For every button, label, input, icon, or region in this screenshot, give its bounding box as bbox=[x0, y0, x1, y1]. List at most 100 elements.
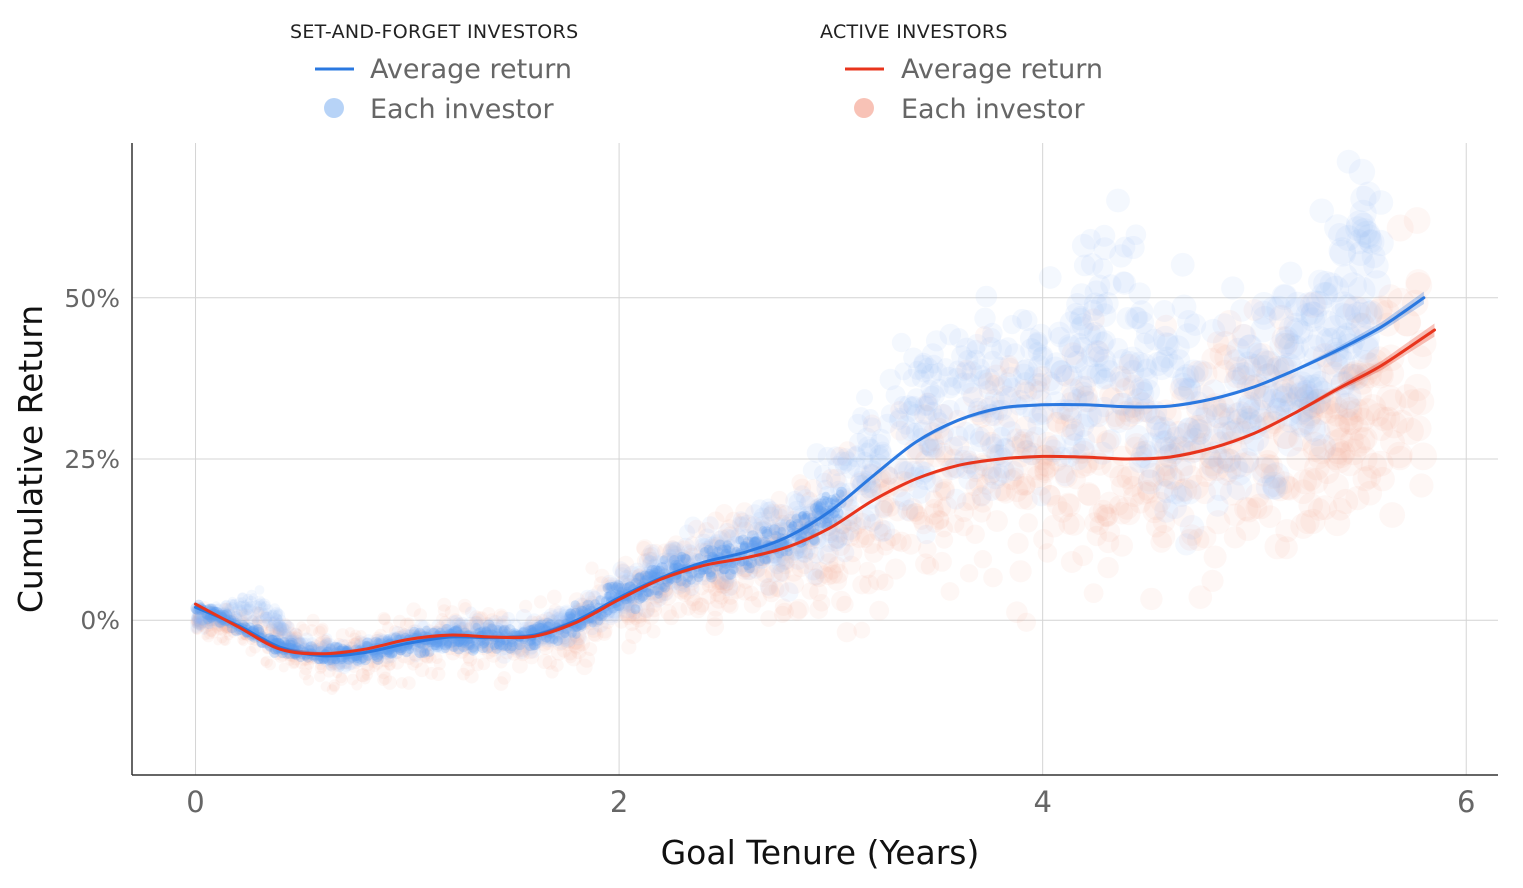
investor-point bbox=[887, 500, 908, 522]
investor-point bbox=[459, 619, 473, 633]
investor-point bbox=[943, 448, 964, 469]
investor-point bbox=[225, 608, 236, 620]
investor-point bbox=[1309, 370, 1333, 395]
investor-point bbox=[533, 595, 548, 609]
legend-group-active: ACTIVE INVESTORS Average return Each inv… bbox=[820, 21, 1103, 125]
investor-point bbox=[221, 624, 231, 634]
investor-point bbox=[542, 655, 557, 670]
investor-point bbox=[226, 602, 239, 614]
investor-point bbox=[497, 639, 512, 653]
investor-point bbox=[727, 562, 744, 578]
investor-point bbox=[313, 625, 326, 639]
investor-point bbox=[665, 541, 683, 560]
investor-point bbox=[382, 675, 397, 690]
investor-point bbox=[619, 606, 638, 624]
investor-point bbox=[1311, 380, 1335, 405]
investor-point bbox=[1353, 398, 1381, 426]
investor-point bbox=[277, 627, 287, 637]
investor-point bbox=[318, 634, 331, 647]
investor-point bbox=[763, 505, 780, 522]
investor-point bbox=[259, 611, 271, 623]
investor-point bbox=[199, 625, 209, 636]
investor-point bbox=[1345, 486, 1370, 511]
investor-point bbox=[1312, 495, 1338, 521]
investor-point bbox=[276, 622, 290, 637]
investor-point bbox=[1062, 512, 1086, 536]
investor-point bbox=[747, 521, 767, 541]
investor-point bbox=[1379, 389, 1407, 417]
investor-point bbox=[315, 644, 326, 655]
investor-point bbox=[1007, 459, 1028, 479]
investor-point bbox=[514, 642, 531, 658]
investor-point bbox=[449, 614, 464, 629]
investor-point bbox=[456, 625, 468, 637]
investor-point bbox=[1354, 301, 1383, 329]
investor-point bbox=[591, 584, 608, 601]
investor-point bbox=[1198, 459, 1221, 482]
investor-point bbox=[1058, 513, 1080, 535]
investor-point bbox=[1226, 337, 1251, 362]
investor-point bbox=[606, 579, 620, 594]
investor-point bbox=[663, 540, 681, 558]
investor-point bbox=[208, 627, 220, 639]
investor-point bbox=[736, 564, 752, 580]
investor-point bbox=[923, 473, 943, 493]
investor-point bbox=[1125, 224, 1147, 245]
investor-point bbox=[1078, 483, 1101, 507]
investor-point bbox=[284, 635, 296, 647]
investor-point bbox=[407, 658, 419, 671]
investor-point bbox=[831, 590, 852, 612]
investor-point bbox=[1333, 488, 1359, 515]
investor-point bbox=[269, 603, 281, 615]
investor-point bbox=[874, 500, 894, 520]
investor-point bbox=[1193, 361, 1218, 386]
investor-point bbox=[344, 656, 359, 670]
investor-point bbox=[837, 451, 858, 472]
investor-point bbox=[326, 684, 338, 695]
investor-point bbox=[833, 516, 852, 535]
investor-point bbox=[281, 619, 293, 631]
investor-point bbox=[749, 559, 768, 577]
investor-point bbox=[441, 623, 455, 637]
investor-point bbox=[413, 619, 429, 635]
investor-point bbox=[1095, 330, 1116, 352]
investor-point bbox=[229, 613, 239, 623]
investor-point bbox=[874, 443, 892, 462]
investor-point bbox=[819, 553, 839, 573]
investor-point bbox=[636, 553, 653, 569]
investor-point bbox=[197, 615, 209, 626]
investor-point bbox=[1131, 381, 1155, 405]
investor-point bbox=[502, 637, 517, 652]
investor-point bbox=[232, 613, 243, 624]
investor-point bbox=[1273, 423, 1299, 450]
investor-point bbox=[415, 643, 430, 658]
investor-point bbox=[193, 613, 203, 623]
investor-point bbox=[393, 614, 407, 629]
investor-point bbox=[1098, 491, 1121, 514]
investor-point bbox=[469, 610, 483, 624]
investor-point bbox=[1307, 326, 1334, 353]
x-tick-label: 0 bbox=[186, 785, 204, 819]
investor-point bbox=[626, 569, 641, 584]
investor-point bbox=[675, 582, 691, 598]
investor-point bbox=[1158, 464, 1183, 489]
investor-point bbox=[568, 637, 586, 655]
investor-point bbox=[836, 448, 855, 467]
investor-point bbox=[1101, 455, 1124, 479]
investor-point bbox=[992, 375, 1013, 396]
investor-point bbox=[719, 577, 739, 597]
investor-point bbox=[482, 622, 498, 638]
investor-point bbox=[653, 590, 669, 606]
investor-point bbox=[770, 579, 790, 598]
investor-point bbox=[199, 621, 212, 634]
investor-point bbox=[1075, 390, 1098, 413]
investor-point bbox=[567, 634, 583, 650]
investor-point bbox=[1272, 424, 1298, 449]
investor-point bbox=[1016, 381, 1038, 403]
investor-point bbox=[923, 384, 945, 406]
investor-point bbox=[840, 527, 861, 547]
investor-point bbox=[1346, 210, 1374, 238]
investor-point bbox=[1236, 497, 1262, 523]
investor-point bbox=[776, 548, 795, 567]
investor-point bbox=[935, 530, 954, 549]
